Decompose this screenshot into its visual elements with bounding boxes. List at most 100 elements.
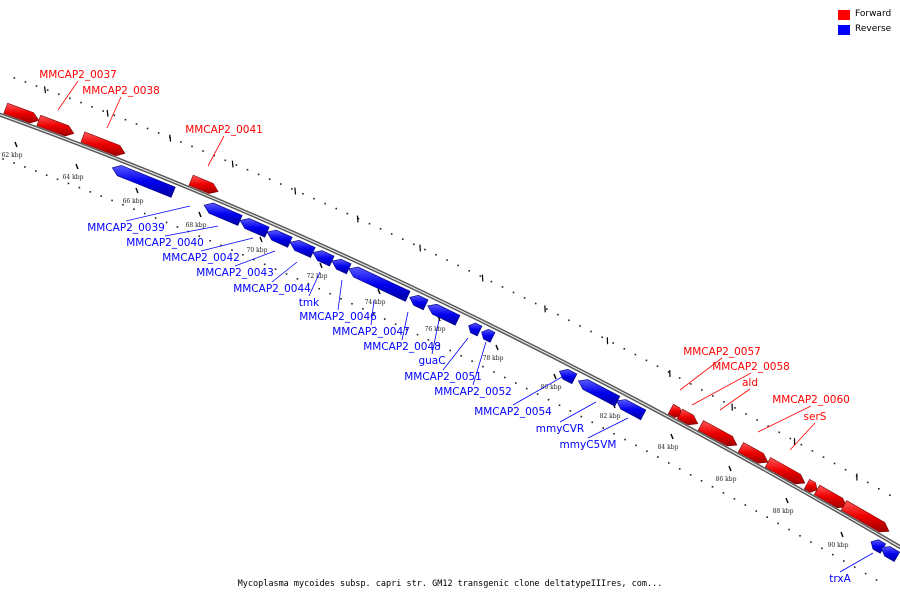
gene-label: MMCAP2_0040 [126,237,204,249]
ruler-dot [394,323,397,326]
leader-line [587,417,629,439]
ruler-dot [335,207,338,210]
ruler-dot [307,282,310,285]
ruler-dot [700,480,703,482]
ruler-dot [279,183,282,185]
forward-gene-arrow [737,442,769,464]
leader-line [431,319,440,355]
gene-label: MMCAP2_0047 [332,326,410,338]
leader-line [679,357,723,391]
ruler-dot [833,462,836,465]
ruler-dot [734,407,736,409]
ruler-dot [318,287,321,290]
forward-gene-arrow [840,500,890,533]
legend-item-reverse: Reverse [838,24,900,37]
ruler-tick [356,215,359,223]
ruler-dot [755,510,758,512]
ruler-dot [449,349,452,352]
ruler-dot [56,178,59,181]
ruler-dot [362,308,364,310]
ruler-dot [165,221,168,224]
ruler-dot [91,105,93,108]
gene-features [3,102,900,563]
forward-gene-arrow [36,114,75,137]
leader-line [442,337,469,371]
reverse-gene-arrow [468,322,483,337]
ruler-dot [525,387,528,390]
ruler-dot [198,235,201,237]
scale-tick-label: 84 kbp [658,444,679,451]
ruler-dot [723,401,725,403]
ruler-dot [468,269,471,272]
ruler-dot [368,222,371,225]
gene-label: MMCAP2_0039 [87,222,165,234]
ruler-dot [667,371,670,373]
ruler-tick [294,187,297,195]
ruler-tick [106,109,109,117]
gene-label: MMCAP2_0054 [474,406,552,418]
forward-swatch [838,10,850,20]
ruler-dot [176,226,179,228]
ruler-dot [124,118,127,121]
ruler-dot [446,259,448,261]
scale-tick-label: 62 kbp [2,152,23,159]
forward-gene-arrow [803,478,818,493]
ruler-dot [722,492,725,494]
gene-label: MMCAP2_0044 [233,283,311,295]
ruler-dot [789,437,792,440]
ruler-dot [482,365,484,368]
ruler-tick [231,160,234,168]
leader-line [512,376,563,406]
ruler-dot [645,359,648,362]
ruler-dot [733,498,736,500]
ruler-dot [296,278,299,280]
forward-gene-arrow [80,131,126,157]
leader-line [691,372,752,406]
ruler-dot [788,528,790,531]
scale-tick-mark [728,465,732,472]
ruler-dot [78,186,81,189]
leader-line [839,552,874,573]
gene-label: ald [742,377,758,389]
ruler-dot [291,188,293,190]
ruler-dot [689,383,692,385]
gene-label: MMCAP2_0046 [299,311,377,323]
forward-gene-arrow [697,420,738,447]
ruler-dot [864,572,867,575]
ruler-dot [634,353,637,356]
ruler-dot [157,132,160,134]
ruler-dot [213,154,216,157]
ruler-dot [351,302,353,305]
leader-line [207,135,225,167]
ruler-dot [612,342,615,344]
reverse-gene-arrow [348,266,411,302]
scale-tick-mark [198,211,202,218]
scale-tick-label: 82 kbp [600,413,621,420]
ruler-dot [635,444,637,447]
ruler-tick [43,86,47,94]
ruler-dot [745,413,747,415]
gene-label: MMCAP2_0042 [162,252,240,264]
gene-label: MMCAP2_0057 [683,346,761,358]
ruler-dot [67,182,70,185]
leader-line [200,237,254,252]
ruler-dot [102,110,104,112]
ruler-dot [811,450,814,452]
ruler-dot [844,468,847,471]
ruler-dot [191,145,193,148]
gene-label: MMCAP2_0037 [39,69,117,81]
ruler-dot [220,244,222,247]
ruler-dots [2,77,891,581]
ruler-dot [113,114,116,117]
ruler-dot [89,191,92,193]
leader-line [719,388,751,411]
ruler-dot [590,330,592,333]
ruler-dot [767,425,769,427]
ruler-dot [302,192,304,195]
ruler-dot [460,355,462,357]
ruler-dot [100,195,102,197]
ruler-dot [246,168,249,171]
ruler-dot [547,398,550,401]
